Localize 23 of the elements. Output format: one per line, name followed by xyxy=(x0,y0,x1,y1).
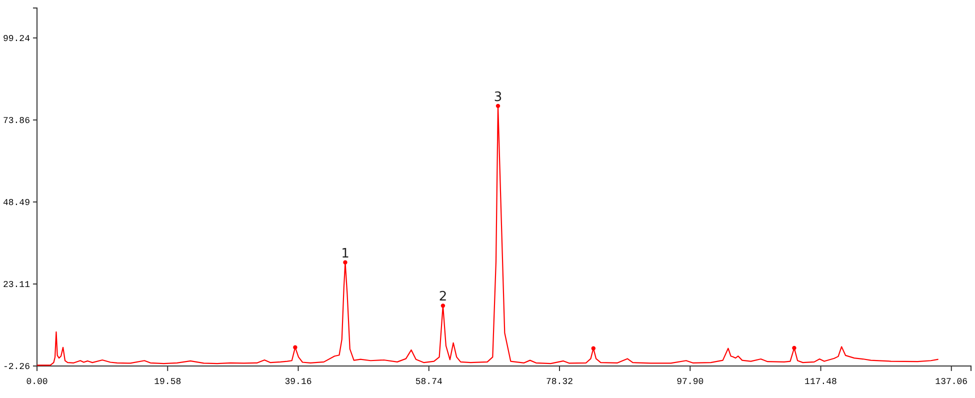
annotation: 2 xyxy=(438,290,448,305)
annotation: 3 xyxy=(494,90,502,105)
x-tick-label: 78.32 xyxy=(546,376,574,387)
y-tick-label: 48.49 xyxy=(2,198,30,208)
x-tick-label: 137.06 xyxy=(935,376,968,387)
y-tick-label: 73.86 xyxy=(2,116,30,126)
line-series xyxy=(36,105,939,366)
x-tick-label: 58.74 xyxy=(415,376,442,387)
y-tick-label: 99.24 xyxy=(2,34,30,44)
x-tick-label: 117.48 xyxy=(804,376,837,387)
annotation: 1 xyxy=(341,246,350,262)
y-tick-label: -2.26 xyxy=(2,362,30,372)
y-tick-label: 23.11 xyxy=(2,280,30,290)
x-tick-label: 0.00 xyxy=(26,376,48,387)
point xyxy=(343,260,348,264)
point xyxy=(792,346,796,350)
x-tick-label: 39.16 xyxy=(284,376,312,387)
point xyxy=(591,346,596,350)
point xyxy=(440,304,446,308)
point xyxy=(293,345,298,350)
x-tick-label: 97.90 xyxy=(676,376,704,387)
point xyxy=(496,104,500,108)
x-tick-label: 19.58 xyxy=(154,376,182,387)
